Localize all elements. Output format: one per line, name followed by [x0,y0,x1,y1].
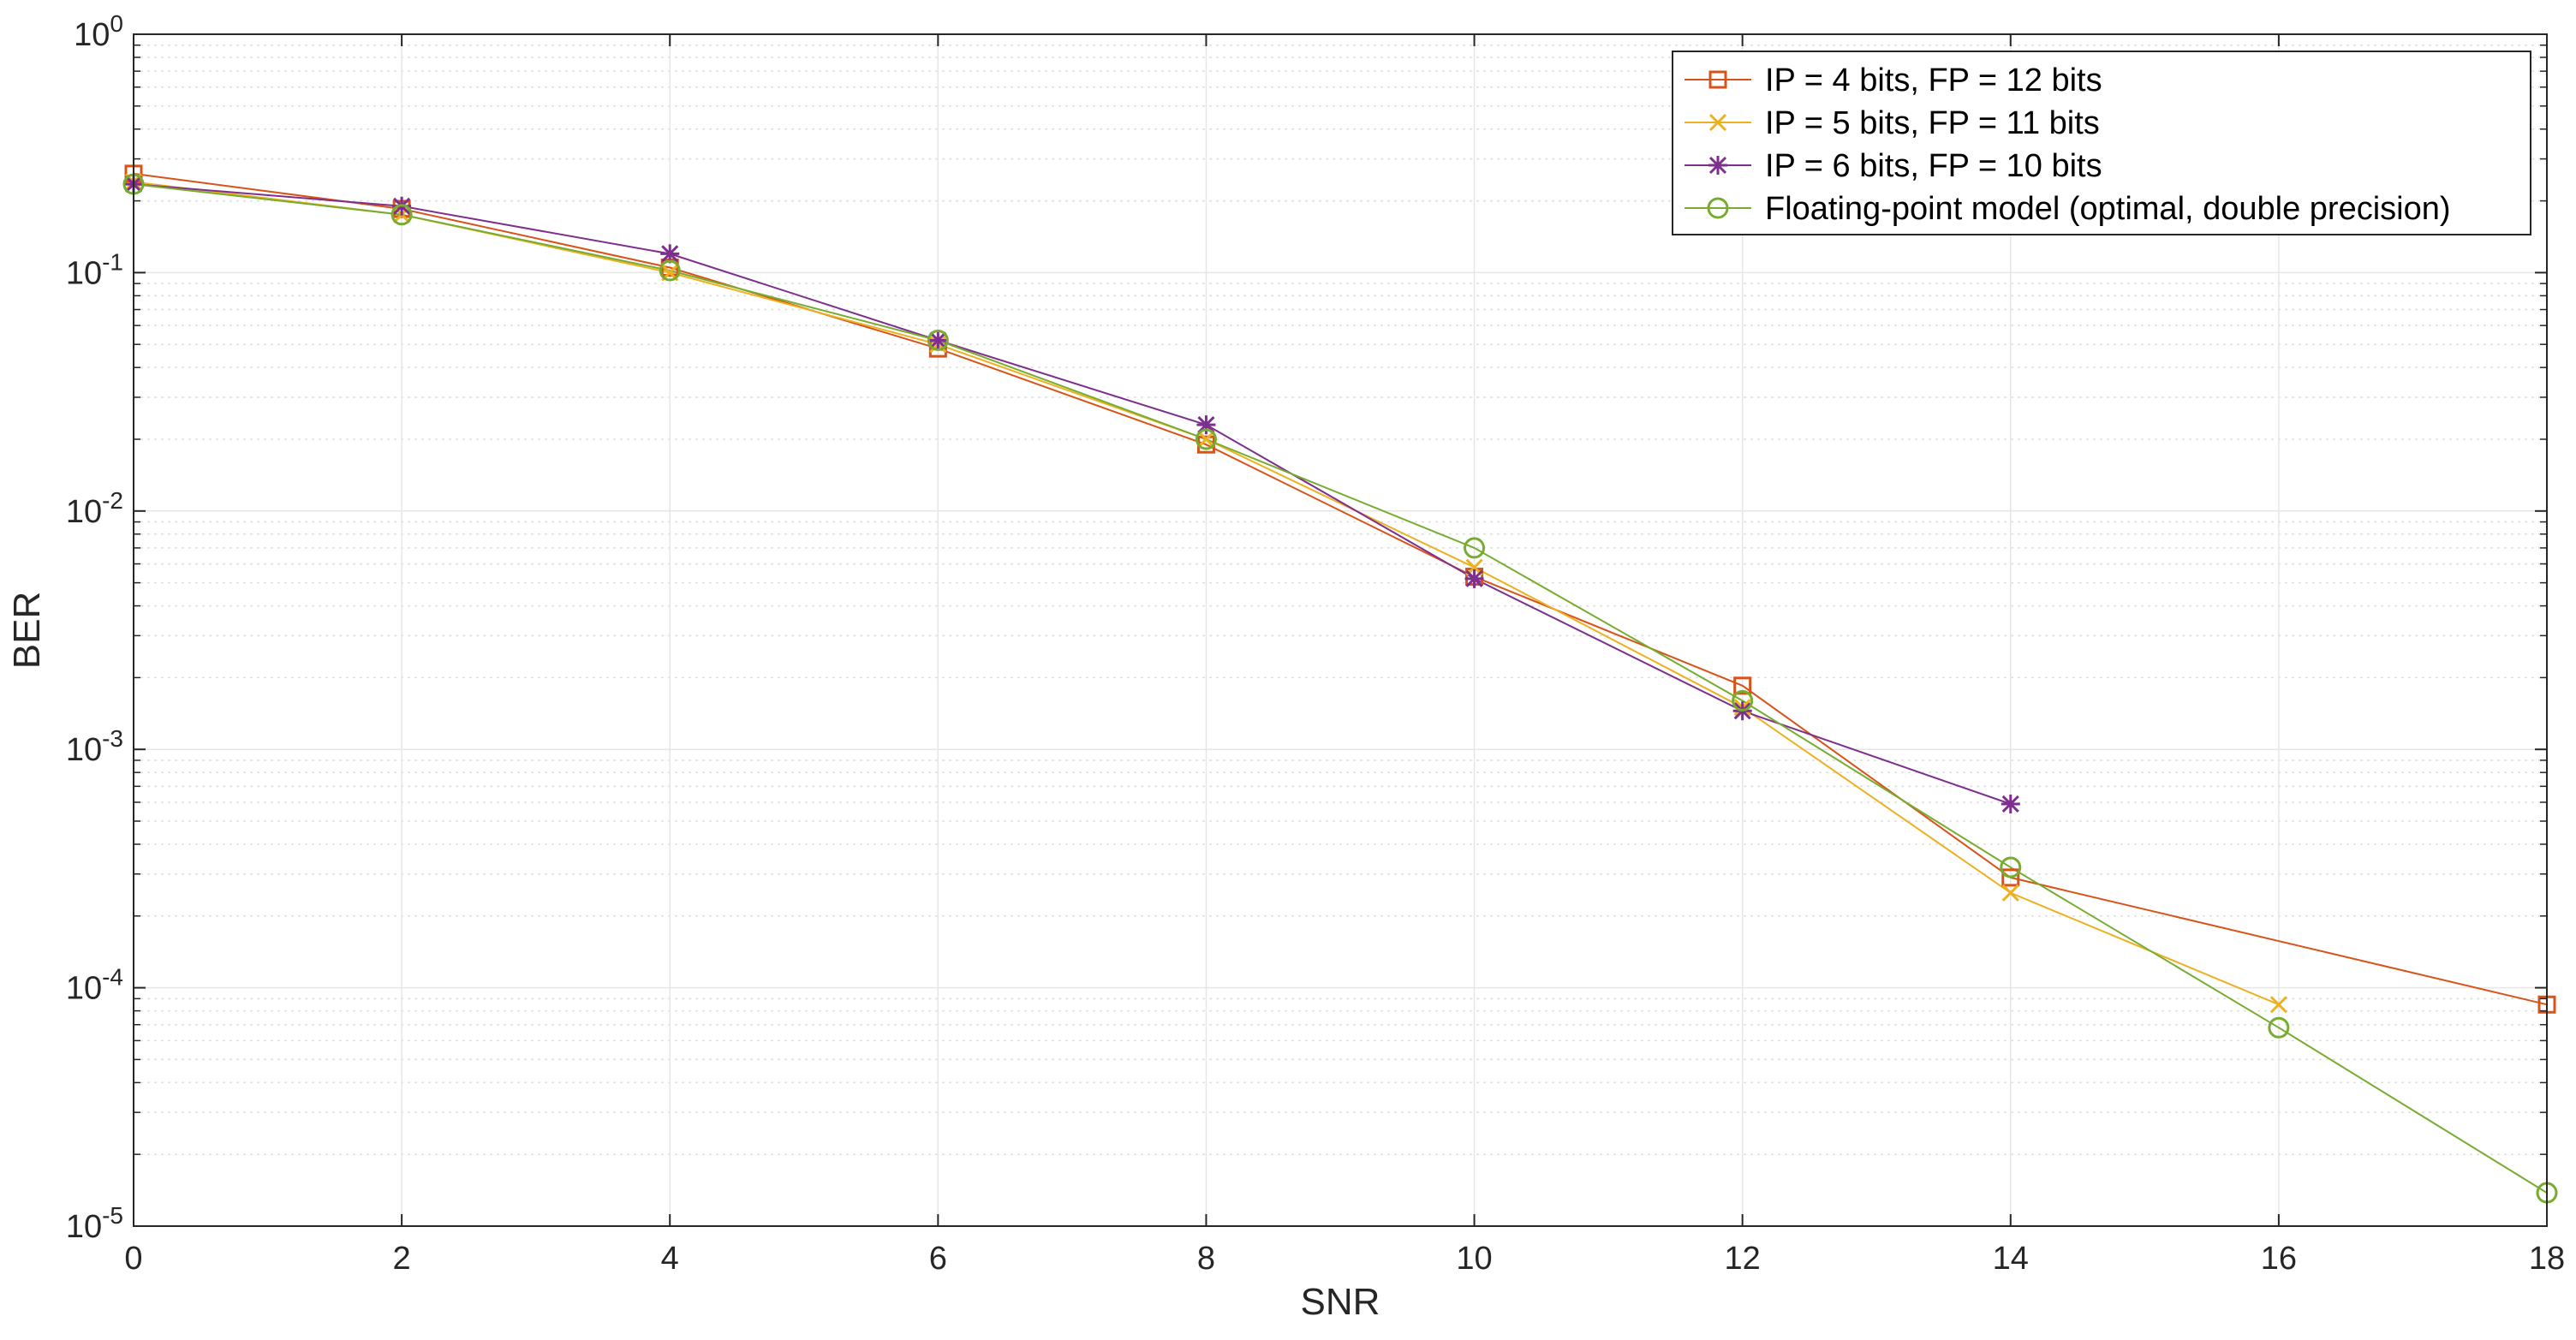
legend-box [1672,51,2531,235]
series-line-1 [133,172,2548,1006]
data-point-series-1 [2001,868,2020,887]
legend-entry-2: IP = 5 bits, FP = 11 bits [1765,105,2100,141]
legend-marker-3 [1708,156,1727,175]
data-point-series-3 [2001,794,2020,813]
y-tick-label: 10-4 [66,964,123,1007]
legend-marker-2 [1708,113,1727,132]
x-tick-label: 4 [661,1241,679,1277]
data-point-series-2 [1197,430,1215,449]
data-point-series-4 [927,329,949,351]
x-tick-label: 14 [1993,1241,2029,1277]
data-point-series-3 [1196,415,1216,435]
x-tick-label: 6 [929,1241,947,1277]
x-tick-label: 18 [2529,1241,2565,1277]
data-point-series-3 [1464,569,1484,588]
y-tick-label: 10-1 [66,248,123,291]
y-tick-label: 10-2 [66,487,123,530]
data-point-series-4 [659,259,681,282]
data-point-series-4 [391,204,413,226]
y-tick-label: 10-3 [66,725,123,768]
x-tick-label: 2 [393,1241,411,1277]
x-tick-label: 16 [2261,1241,2297,1277]
data-point-series-2 [2269,996,2287,1014]
data-point-series-1 [1733,676,1752,695]
x-tick-label: 8 [1197,1241,1215,1277]
x-tick-label: 10 [1456,1241,1492,1277]
legend-entry-1: IP = 4 bits, FP = 12 bits [1765,63,2102,98]
y-tick-label: 10-5 [66,1202,123,1245]
y-axis-label: BER [6,592,48,669]
legend-marker-4 [1707,197,1729,219]
series-line-4 [133,183,2548,1194]
plot-frame [133,33,2548,1227]
y-tick-label: 100 [74,10,123,53]
data-point-series-4 [2268,1016,2290,1039]
series-line-3 [133,183,2012,805]
axis-ticks: 0 2 4 6 8 10 12 14 16 18 100 10-1 10-2 10-3 10-4 10-5 [66,10,2565,1277]
data-point-series-4 [2000,856,2022,878]
x-axis-label: SNR [1301,1281,1380,1323]
data-point-series-4 [1732,689,1754,712]
data-point-series-3 [928,331,948,350]
data-point-series-4 [1195,428,1217,450]
data-point-series-4 [1464,537,1486,559]
x-tick-label: 0 [124,1241,142,1277]
data-point-series-3 [660,244,680,264]
legend: IP = 4 bits, FP = 12 bits IP = 5 bits, FP… [1672,51,2531,235]
data-point-series-2 [2001,884,2019,902]
legend-marker-1 [1708,70,1727,89]
legend-entry-4: Floating-point model (optimal, double pr… [1765,191,2451,227]
x-tick-label: 12 [1725,1241,1761,1277]
legend-entry-3: IP = 6 bits, FP = 10 bits [1765,148,2102,184]
